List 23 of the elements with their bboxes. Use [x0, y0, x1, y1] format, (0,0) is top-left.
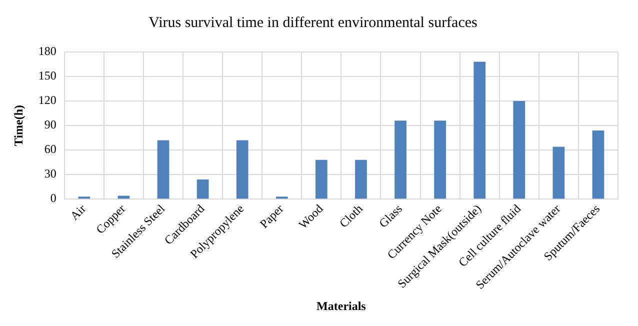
bar — [513, 101, 526, 199]
y-tick-label: 30 — [44, 166, 56, 181]
y-tick-label: 90 — [44, 118, 56, 132]
bar — [552, 146, 565, 199]
bar — [394, 120, 406, 199]
bar — [315, 160, 328, 199]
bar — [592, 130, 604, 199]
chart-title: Virus survival time in different environmental surfaces — [148, 14, 478, 31]
y-tick-label: 120 — [38, 93, 56, 108]
x-tick-label: Cloth — [336, 202, 366, 230]
bar — [236, 140, 248, 199]
bar — [196, 179, 209, 199]
bar — [474, 62, 486, 199]
x-axis-title: Materials — [316, 298, 366, 313]
x-tick-label: Air — [67, 202, 89, 223]
bar — [434, 120, 446, 199]
y-tick-label: 0 — [50, 191, 56, 206]
y-tick-label: 180 — [38, 44, 56, 58]
y-axis-title: Time(h) — [11, 104, 26, 146]
y-tick-label: 60 — [44, 142, 56, 156]
bar — [157, 140, 170, 199]
bar — [355, 160, 367, 199]
y-tick-label: 150 — [38, 68, 56, 83]
